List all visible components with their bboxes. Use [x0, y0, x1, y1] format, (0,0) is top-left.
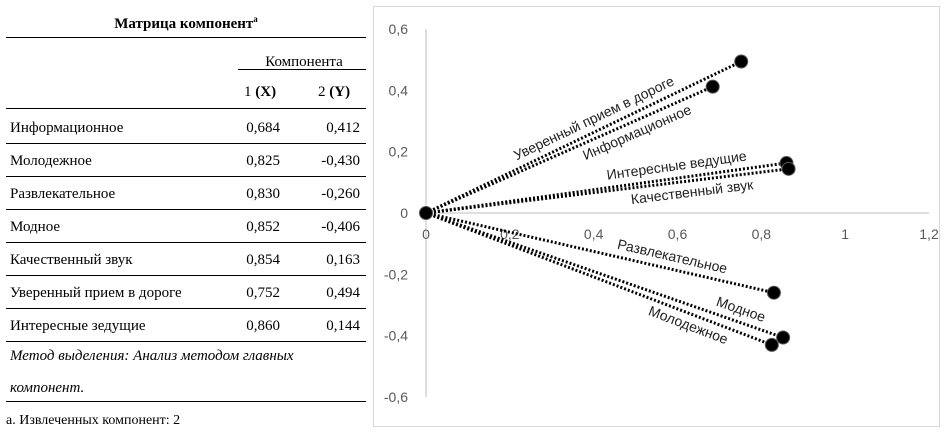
- table-row: Информационное 0,684 0,412: [6, 112, 366, 144]
- y-tick-label: 0: [400, 205, 408, 221]
- data-point: [766, 285, 781, 300]
- x-tick-label: 0: [422, 226, 430, 242]
- table-rule-bottom: [6, 401, 366, 402]
- loading-vector-line: [425, 85, 714, 215]
- row-label: Информационное: [10, 120, 124, 136]
- group-header-rule: [238, 69, 366, 70]
- row-value-y: 0,494: [326, 285, 360, 301]
- table-row: Уверенный прием в дороге 0,752 0,494: [6, 277, 366, 309]
- data-point: [776, 330, 791, 345]
- y-tick-label: -0,6: [384, 389, 408, 405]
- loadings-chart-svg: 0 0,2 0,4 0,6 0,8 1 1,20,60,40,20-0,2-0,4-0,6У…: [384, 21, 939, 405]
- row-value-y: 0,163: [326, 252, 360, 268]
- x-tick-label: 1: [841, 226, 849, 242]
- header-rule: [6, 108, 366, 109]
- x-tick-label: 0,4: [584, 226, 604, 242]
- title-superscript: a: [253, 14, 258, 24]
- row-value-y: -0,406: [321, 219, 360, 235]
- data-point: [781, 161, 796, 176]
- x-tick-label: 0,6: [668, 226, 688, 242]
- origin-point: [419, 206, 433, 220]
- point-label: Модное: [714, 293, 767, 325]
- row-rule: [6, 308, 366, 309]
- loading-vector-line: [425, 211, 775, 295]
- row-value-x: 0,825: [246, 153, 280, 169]
- table-row: Интересные зедущие 0,860 0,144: [6, 310, 366, 342]
- row-value-y: -0,260: [321, 186, 360, 202]
- table-rule-top: [6, 37, 366, 38]
- table-row: Развлекательное 0,830 -0,260: [6, 178, 366, 210]
- row-value-x: 0,752: [246, 285, 280, 301]
- y-tick-label: 0,4: [389, 82, 409, 98]
- row-value-x: 0,852: [246, 219, 280, 235]
- data-point: [734, 54, 749, 69]
- col2-header: 2 (Y): [318, 84, 351, 100]
- row-value-y: 0,144: [326, 318, 360, 334]
- loading-vector-line: [425, 211, 784, 339]
- row-rule: [6, 143, 366, 144]
- row-rule: [6, 341, 366, 342]
- y-tick-label: -0,2: [384, 266, 408, 282]
- y-tick-label: -0,4: [384, 328, 408, 344]
- row-label: Интересные зедущие: [10, 318, 146, 334]
- row-value-y: -0,430: [321, 153, 360, 169]
- row-rule: [6, 242, 366, 243]
- method-note-line1: Метод выделения: Анализ методом главных: [10, 348, 294, 364]
- table-row: Молодежное 0,825 -0,430: [6, 145, 366, 177]
- row-value-x: 0,684: [246, 120, 280, 136]
- loading-vector-line: [425, 167, 789, 215]
- row-label: Молодежное: [10, 153, 92, 169]
- group-header: Компонента: [265, 54, 343, 70]
- method-note-line2: компонент.: [10, 380, 85, 396]
- row-label: Качественный звук: [10, 252, 133, 268]
- col1-header: 1 (X): [244, 84, 277, 100]
- row-value-y: 0,412: [326, 120, 360, 136]
- table-footnote: a. Извлеченных компонент: 2: [6, 413, 181, 428]
- row-value-x: 0,854: [246, 252, 280, 268]
- x-tick-label: 1,2: [919, 226, 939, 242]
- y-tick-label: 0,6: [389, 21, 409, 37]
- table-row: Качественный звук 0,854 0,163: [6, 244, 366, 276]
- data-point: [764, 337, 779, 352]
- row-value-x: 0,860: [246, 318, 280, 334]
- table-title: Матрица компонентa: [114, 14, 258, 32]
- row-value-x: 0,830: [246, 186, 280, 202]
- data-point: [705, 79, 720, 94]
- row-rule: [6, 209, 366, 210]
- row-label: Модное: [10, 219, 61, 235]
- row-rule: [6, 275, 366, 276]
- row-label: Уверенный прием в дороге: [10, 285, 182, 301]
- component-matrix-table: Матрица компонентa Компонента 1 (X) 2 (Y…: [6, 8, 366, 402]
- loadings-chart: 0 0,2 0,4 0,6 0,8 1 1,2 0,6 0,4 0,2 0 -0,2 -0,4 -0,6 У…: [373, 6, 940, 427]
- y-tick-label: 0,2: [389, 144, 409, 160]
- row-label: Развлекательное: [10, 186, 116, 202]
- loading-vector-line: [425, 211, 773, 347]
- table-row: Модное 0,852 -0,406: [6, 211, 366, 243]
- row-rule: [6, 176, 366, 177]
- x-tick-label: 0,8: [752, 226, 772, 242]
